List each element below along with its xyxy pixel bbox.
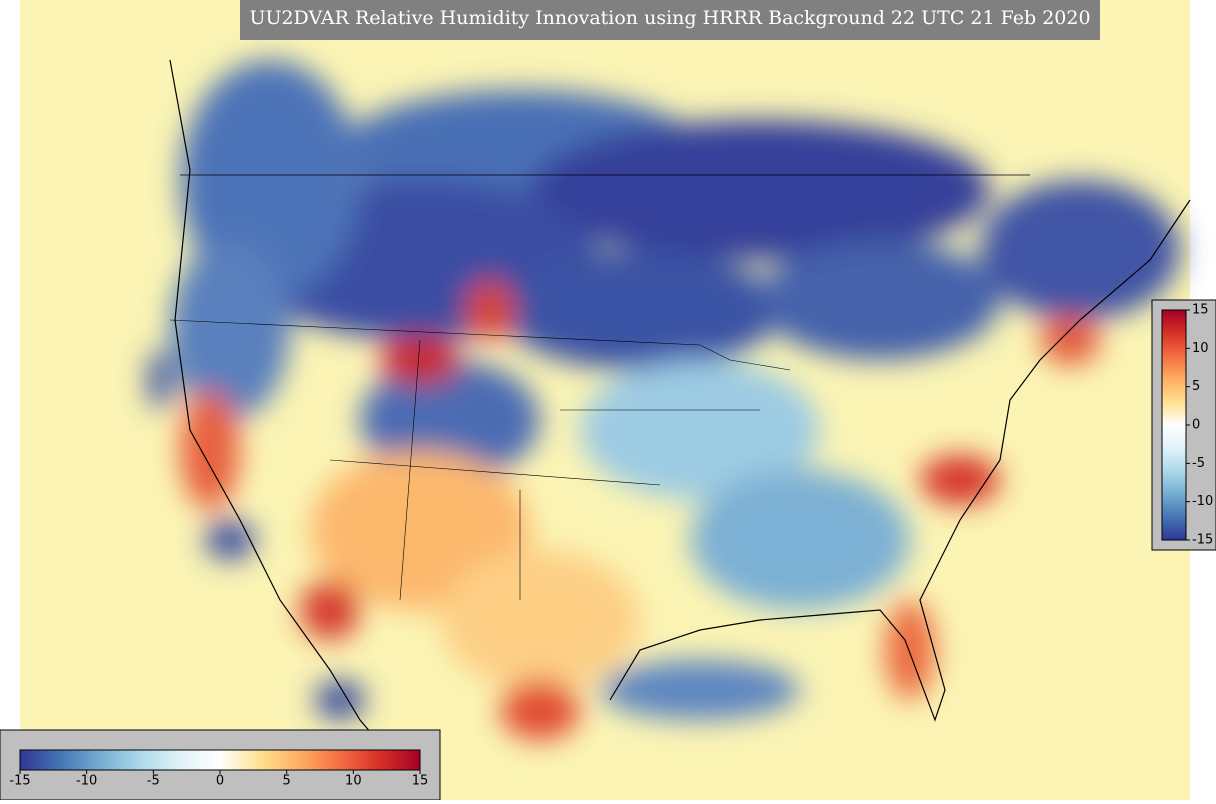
humidity-field [148, 60, 1180, 740]
title-box [240, 0, 1100, 40]
tick-label: -10 [1192, 494, 1213, 509]
tick-label: 15 [1192, 303, 1209, 318]
tick-label: -15 [9, 774, 30, 789]
tick-label: -10 [76, 774, 97, 789]
tick-label: -15 [1192, 533, 1213, 548]
tick-label: 10 [345, 774, 362, 789]
colorbar [19, 749, 421, 771]
tick-label: 10 [1192, 341, 1209, 356]
tick-label: 0 [216, 774, 224, 789]
tick-label: 5 [1192, 379, 1200, 394]
tick-label: -5 [147, 774, 160, 789]
colorbar [1161, 309, 1187, 541]
tick-label: 5 [283, 774, 291, 789]
tick-label: -5 [1192, 456, 1205, 471]
tick-label: 15 [412, 774, 429, 789]
title: UU2DVAR Relative Humidity Innovation usi… [249, 7, 1090, 29]
coastlines [169, 59, 1191, 791]
tick-label: 0 [1192, 418, 1200, 433]
